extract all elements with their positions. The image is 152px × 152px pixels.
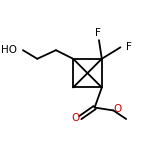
Text: O: O bbox=[71, 113, 79, 123]
Text: O: O bbox=[113, 104, 122, 114]
Text: F: F bbox=[126, 42, 132, 52]
Text: F: F bbox=[95, 28, 101, 38]
Text: HO: HO bbox=[1, 45, 17, 55]
